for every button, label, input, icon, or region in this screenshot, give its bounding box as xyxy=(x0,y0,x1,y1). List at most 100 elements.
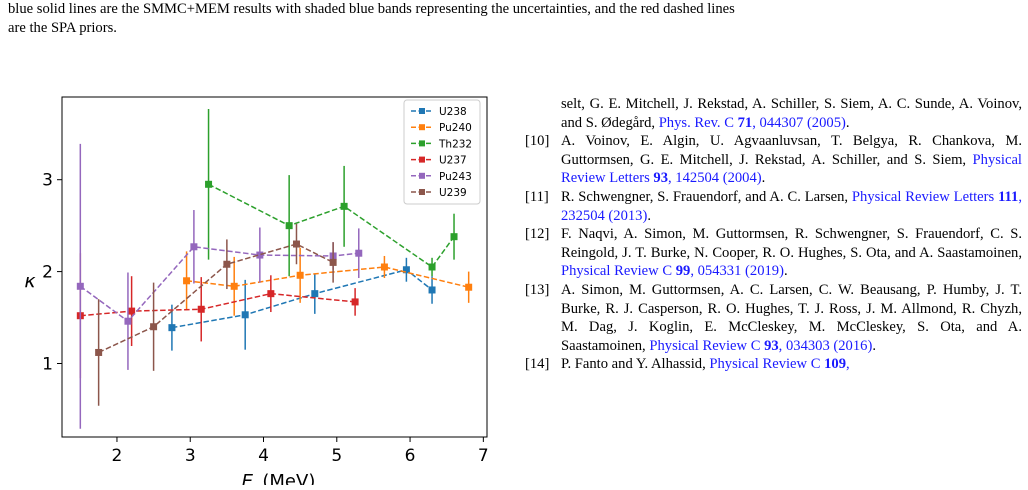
legend-label: U237 xyxy=(439,155,467,167)
y-tick-label: 1 xyxy=(42,354,53,374)
reference-text: R. Schwengner, S. Frauendorf, and A. C. … xyxy=(561,188,852,205)
reference-number: [12] xyxy=(525,226,550,243)
x-tick-label: 3 xyxy=(185,446,196,466)
data-point xyxy=(267,290,275,298)
data-point xyxy=(285,222,293,230)
data-point xyxy=(428,263,436,271)
reference-link[interactable]: 111 xyxy=(998,188,1019,205)
reference-link[interactable]: , 054331 (2019) xyxy=(690,263,784,280)
reference-link[interactable]: , 034303 (2016) xyxy=(778,337,873,354)
reference-text: . xyxy=(761,170,766,187)
reference-link[interactable]: Physical Review C xyxy=(561,263,676,280)
data-point xyxy=(223,260,231,268)
legend-label: U238 xyxy=(439,106,467,118)
legend-marker xyxy=(419,172,425,179)
reference-text: . xyxy=(647,207,651,224)
reference-link[interactable]: , xyxy=(846,356,850,373)
data-point xyxy=(450,233,458,241)
legend-label: Pu240 xyxy=(439,122,472,134)
reference-link[interactable]: , 232504 (2013) xyxy=(561,188,1022,224)
reference-link[interactable]: , 044307 (2005) xyxy=(752,114,846,131)
legend-marker xyxy=(419,189,425,195)
data-point xyxy=(340,202,348,210)
data-point xyxy=(190,243,198,251)
x-tick-label: 5 xyxy=(331,446,342,466)
legend-marker xyxy=(419,124,425,131)
series-line-Pu243 xyxy=(79,245,359,323)
data-point xyxy=(292,240,300,248)
reference-link[interactable]: 93 xyxy=(764,337,779,354)
legend-label: Pu243 xyxy=(439,171,472,183)
figure-caption-continuation: blue solid lines are the SMMC+MEM result… xyxy=(8,0,1020,37)
data-point xyxy=(329,258,337,266)
reference-item: [12] F. Naqvi, A. Simon, M. Guttormsen, R… xyxy=(525,225,1022,281)
y-tick-label: 2 xyxy=(42,263,53,283)
x-tick-label: 6 xyxy=(405,446,416,466)
data-point xyxy=(402,266,410,274)
data-point xyxy=(197,305,205,313)
legend-marker xyxy=(419,156,425,163)
reference-link[interactable]: Physical Review C xyxy=(649,337,765,354)
reference-link[interactable]: 109 xyxy=(824,356,846,373)
reference-item: [11] R. Schwengner, S. Frauendorf, and A.… xyxy=(525,188,1022,225)
data-point xyxy=(241,311,249,319)
y-axis-label: κ xyxy=(24,270,36,292)
data-point xyxy=(355,249,363,257)
reference-text: . xyxy=(845,114,850,131)
kappa-chart: 2 3 4 5 6 7 1 2 3 Ei (MeV) κ U238 Pu240 Th232 U237 Pu24… xyxy=(24,96,489,490)
reference-link[interactable]: Physical Review Letters xyxy=(851,188,999,205)
reference-item: [13] A. Simon, M. Guttormsen, A. C. Larse… xyxy=(525,281,1022,355)
data-point xyxy=(76,282,84,290)
legend-label: Th232 xyxy=(438,138,472,150)
reference-text: F. Naqvi, A. Simon, M. Guttormsen, R. Sc… xyxy=(561,226,1022,261)
reference-text: selt, G. E. Mitchell, J. Rekstad, A. Sch… xyxy=(561,96,1022,131)
data-point xyxy=(150,323,158,331)
x-tick-label: 7 xyxy=(478,446,489,466)
reference-text: . xyxy=(783,263,788,280)
legend-marker xyxy=(419,108,425,114)
data-point xyxy=(296,271,304,279)
reference-text: . xyxy=(872,337,876,354)
reference-item: [14] P. Fanto and Y. Alhassid, Physical R… xyxy=(525,355,1022,374)
caption-line-1: blue solid lines are the SMMC+MEM result… xyxy=(8,1,735,17)
reference-number: [11] xyxy=(525,188,549,205)
x-axis-label: Ei (MeV) xyxy=(242,471,316,485)
kappa-figure: 2 3 4 5 6 7 1 2 3 Ei (MeV) κ U238 Pu240 Th232 U237 Pu24… xyxy=(0,80,500,490)
legend-marker xyxy=(419,140,425,147)
x-tick-label: 4 xyxy=(258,446,269,466)
data-point xyxy=(428,286,436,294)
data-point xyxy=(351,298,359,306)
plot-frame xyxy=(61,96,488,438)
reference-link[interactable]: Physical Review C xyxy=(709,356,825,373)
data-point xyxy=(380,263,388,271)
data-point xyxy=(128,307,136,315)
reference-text: A. Simon, M. Guttormsen, A. C. Larsen, C… xyxy=(561,281,1022,354)
data-point xyxy=(183,277,191,285)
reference-link[interactable]: 99 xyxy=(675,263,691,280)
y-tick-label: 3 xyxy=(42,171,53,191)
series-line-Pu240 xyxy=(186,266,469,288)
reference-item: selt, G. E. Mitchell, J. Rekstad, A. Sch… xyxy=(525,95,1022,132)
reference-link[interactable]: , 142504 (2004) xyxy=(668,170,762,187)
reference-number: [13] xyxy=(525,281,550,298)
data-point xyxy=(205,180,213,188)
reference-text: A. Voinov, E. Algin, U. Agvaanluvsan, T.… xyxy=(561,133,1022,168)
data-point xyxy=(311,290,319,298)
data-point xyxy=(95,348,103,356)
data-point xyxy=(465,283,473,291)
reference-text: P. Fanto and Y. Alhassid, xyxy=(561,356,710,373)
x-tick-label: 2 xyxy=(112,446,123,466)
data-point xyxy=(168,324,176,332)
reference-list: selt, G. E. Mitchell, J. Rekstad, A. Sch… xyxy=(525,95,1022,374)
reference-number: [14] xyxy=(525,356,550,373)
reference-link[interactable]: 93 xyxy=(653,170,668,187)
caption-line-2: are the SPA priors. xyxy=(8,19,117,36)
reference-link[interactable]: Physical Review Letters xyxy=(561,151,1022,187)
reference-number: [10] xyxy=(525,133,550,150)
reference-link[interactable]: Phys. Rev. C xyxy=(658,114,738,131)
reference-item: [10] A. Voinov, E. Algin, U. Agvaanluvsan… xyxy=(525,132,1022,188)
data-point xyxy=(124,317,132,325)
reference-link[interactable]: 71 xyxy=(737,114,753,131)
legend-label: U239 xyxy=(439,187,467,199)
data-point xyxy=(230,282,238,290)
